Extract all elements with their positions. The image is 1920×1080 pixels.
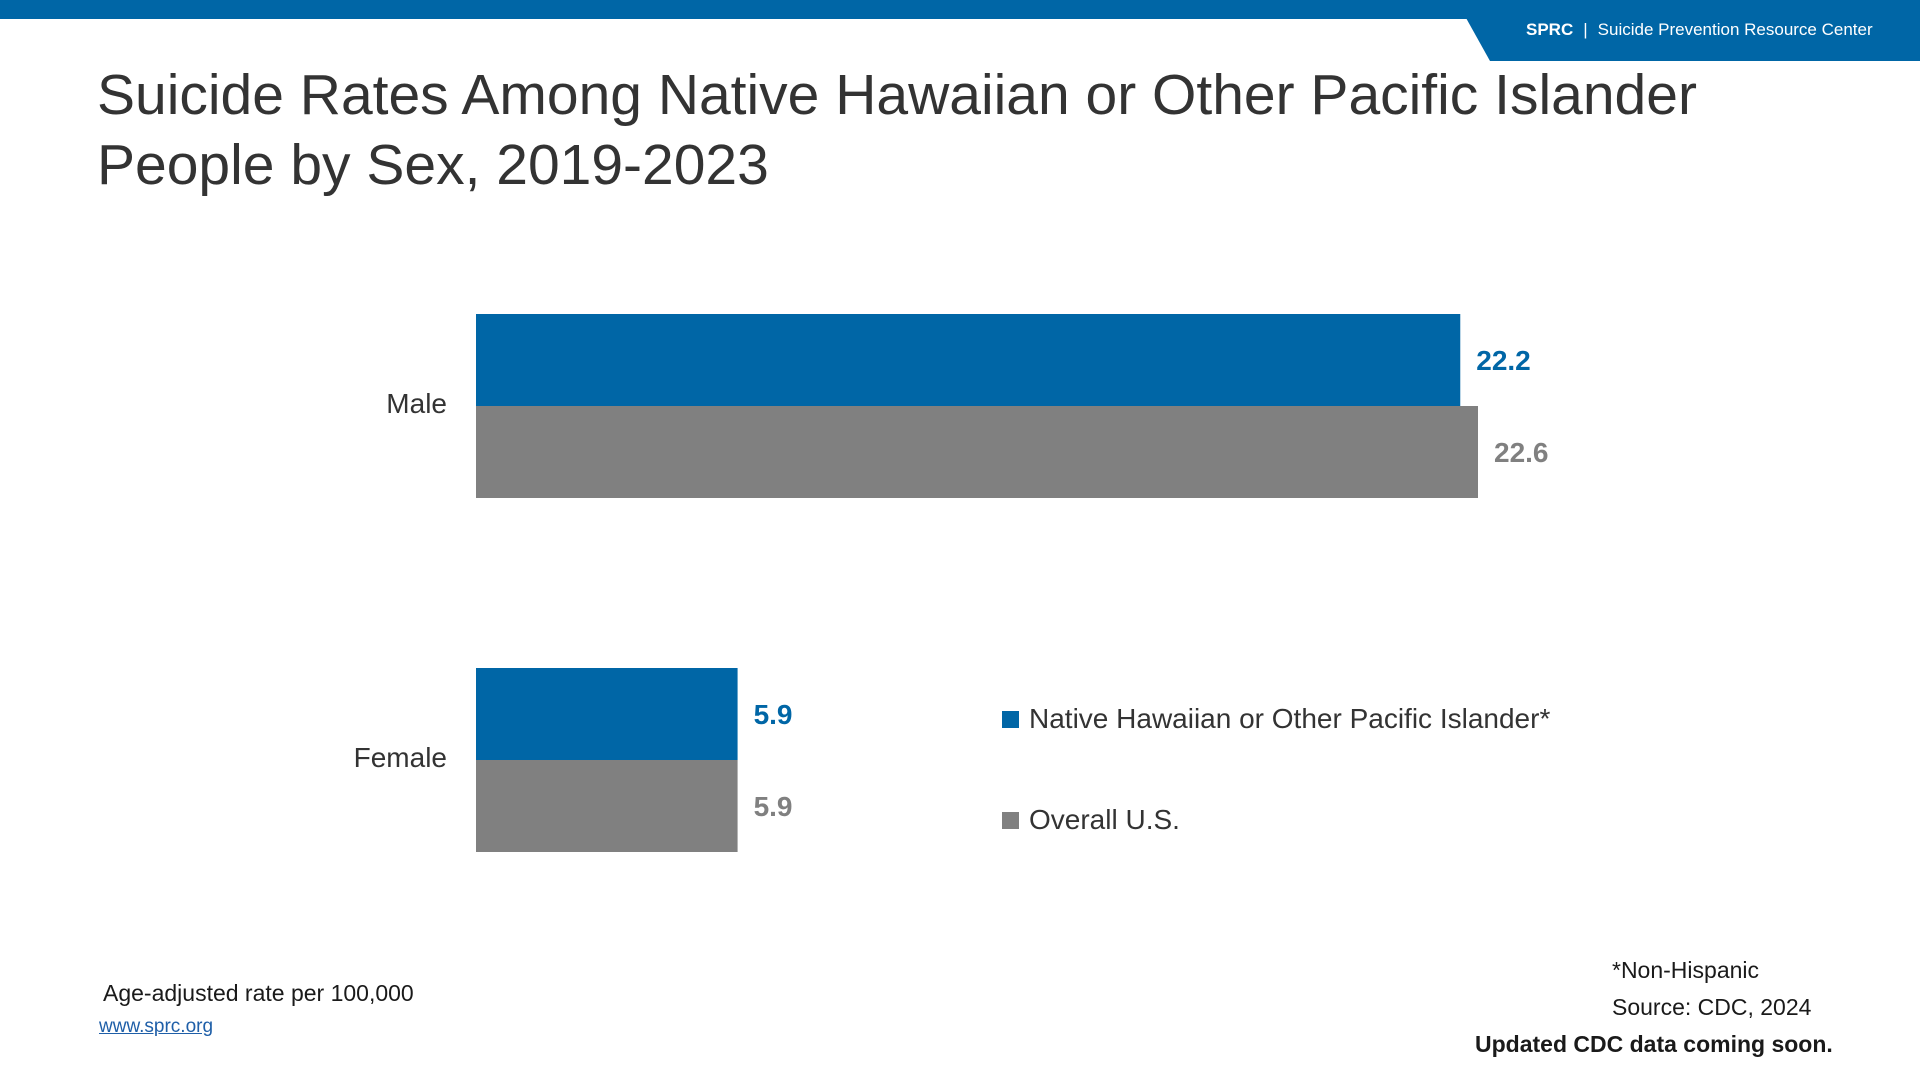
website-link[interactable]: www.sprc.org [99,1016,214,1037]
source-note: Source: CDC, 2024 [1612,994,1812,1020]
legend-swatch-overall-us [1002,811,1019,829]
update-note: Updated CDC data coming soon. [1475,1031,1833,1057]
bar-male-overall-us [476,406,1478,498]
value-label-female-overall-us: 5.9 [754,791,793,822]
footnote: *Non-Hispanic [1612,957,1760,983]
value-label-male-nhpi: 22.2 [1476,345,1531,376]
org-name: Suicide Prevention Resource Center [1597,19,1873,39]
bar-male-nhpi [476,314,1461,406]
brand-tab: SPRC | Suicide Prevention Resource Cente… [1456,0,1920,61]
legend-item-overall-us: Overall U.S. [1002,804,1180,836]
bar-female-overall-us [476,760,738,852]
legend-label-nhpi: Native Hawaiian or Other Pacific Islande… [1029,703,1551,734]
rate-note: Age-adjusted rate per 100,000 [103,980,414,1006]
bar-female-nhpi [476,668,738,760]
legend-swatch-nhpi [1002,710,1019,728]
header-bar [0,0,1920,19]
legend-item-nhpi: Native Hawaiian or Other Pacific Islande… [1002,703,1550,735]
value-label-female-nhpi: 5.9 [754,699,793,730]
org-abbreviation: SPRC [1526,19,1574,39]
category-label-male: Male [386,388,447,419]
legend-label-overall-us: Overall U.S. [1029,804,1180,835]
category-label-female: Female [353,742,447,773]
chart-title: Suicide Rates Among Native Hawaiian or O… [97,63,1697,197]
header-separator: | [1583,19,1588,39]
value-label-male-overall-us: 22.6 [1494,437,1549,468]
